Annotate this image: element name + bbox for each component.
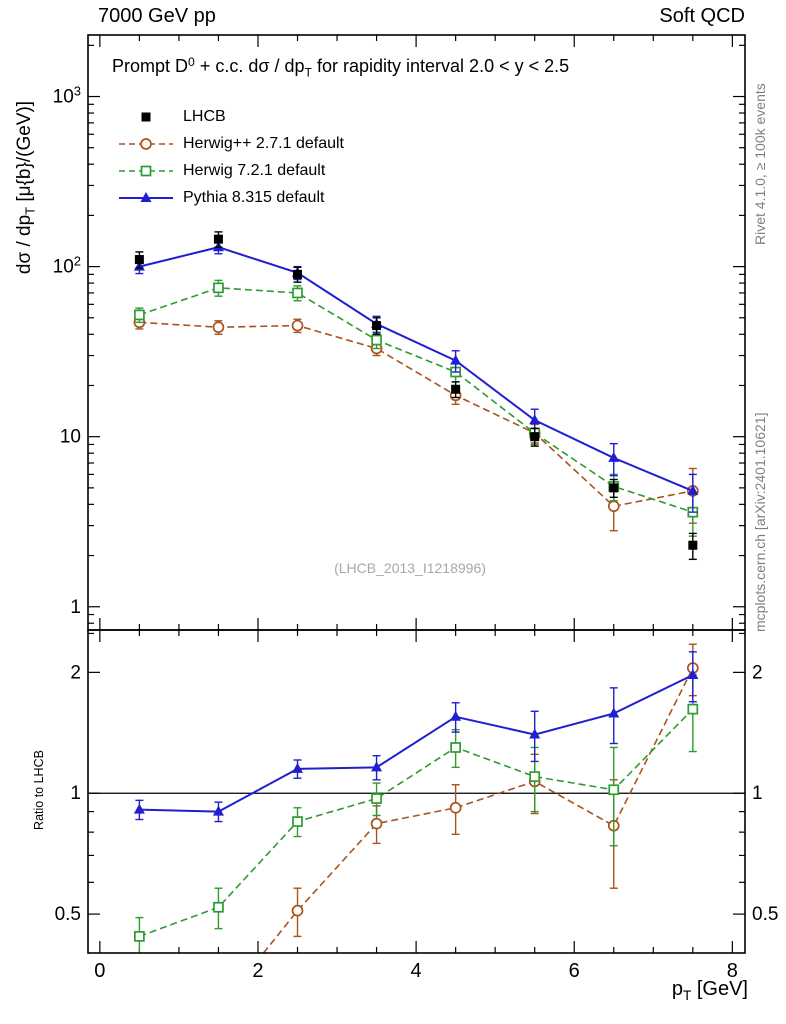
ratio-tick-label-right: 0.5 (752, 904, 778, 925)
watermark-analysis-id: (LHCB_2013_I1218996) (334, 560, 486, 576)
y-tick-label: 1 (70, 597, 81, 618)
legend: LHCB Herwig++ 2.7.1 default Herwig 7.2.1 d… (118, 103, 344, 211)
series-pythia-8-315-default (133, 651, 699, 823)
open-circle-icon (119, 137, 173, 150)
legend-item-label: LHCB (183, 107, 226, 125)
plot-title: Prompt D0 + c.c. dσ / dpT for rapidity i… (112, 55, 569, 79)
rivet-version-note: Rivet 4.1.0, ≥ 100k events (752, 83, 768, 245)
x-tick-label: 2 (252, 960, 263, 982)
y-tick-label: 103 (53, 84, 81, 108)
legend-item-label: Herwig++ 2.7.1 default (183, 134, 344, 152)
ratio-tick-label-left: 2 (70, 662, 81, 683)
x-tick-label: 6 (569, 960, 580, 982)
plot-title-sup: 0 (188, 55, 195, 69)
plot-title-post: for rapidity interval 2.0 < y < 2.5 (312, 56, 570, 77)
legend-item-label: Herwig 7.2.1 default (183, 161, 326, 179)
legend-item-3: Pythia 8.315 default (118, 184, 344, 211)
filled-square-icon (141, 112, 151, 121)
legend-item-0: LHCB (118, 103, 344, 130)
open-square-icon (119, 165, 173, 176)
y-axis-title-ratio: Ratio to LHCB (32, 750, 46, 830)
ratio-tick-label-left: 0.5 (55, 904, 81, 925)
legend-item-label: Pythia 8.315 default (183, 188, 325, 206)
legend-item-1: Herwig++ 2.7.1 default (118, 130, 344, 157)
header-beam-label: 7000 GeV pp (98, 5, 216, 27)
x-axis-title-pre: p (671, 978, 683, 1000)
series-lhcb (134, 231, 698, 561)
x-tick-label: 8 (727, 960, 738, 982)
y-tick-label: 10 (60, 427, 81, 448)
series-herwig-7-2-1-default (134, 674, 699, 953)
x-tick-label: 0 (94, 960, 105, 982)
ratio-tick-label-right: 1 (752, 783, 763, 804)
x-axis-title-post: [GeV] (691, 978, 748, 1000)
x-tick-label: 4 (411, 960, 422, 982)
ratio-tick-label-left: 1 (70, 783, 81, 804)
panel-frames (87, 34, 746, 954)
y-axis-title-main: dσ / dpT [μ{b}/(GeV)] (14, 40, 38, 335)
y-axis-title-pre: dσ / dp (14, 214, 35, 275)
x-axis-title-sub: T (682, 987, 692, 1003)
x-axis-title: pT [GeV] (600, 978, 748, 1003)
header-process-label: Soft QCD (659, 5, 745, 27)
plot-title-pre: Prompt D (112, 56, 189, 77)
ratio-tick-label-right: 2 (752, 662, 763, 683)
y-axis-title-post: [μ{b}/(GeV)] (14, 100, 35, 207)
y-axis-title-sub: T (22, 206, 38, 215)
legend-item-2: Herwig 7.2.1 default (118, 157, 344, 184)
filled-triangle-icon (119, 191, 173, 202)
plot-title-sub: T (304, 65, 312, 80)
mcplots-credit-note: mcplots.cern.ch [arXiv:2401.10621] (752, 412, 768, 632)
plot-title-mid: + c.c. dσ / dp (194, 56, 305, 77)
y-tick-label: 102 (53, 254, 81, 278)
axis-ticks: 0 2 4 6 8 1 10 102 103 0.5 0.5 1 1 2 2 (53, 35, 778, 982)
